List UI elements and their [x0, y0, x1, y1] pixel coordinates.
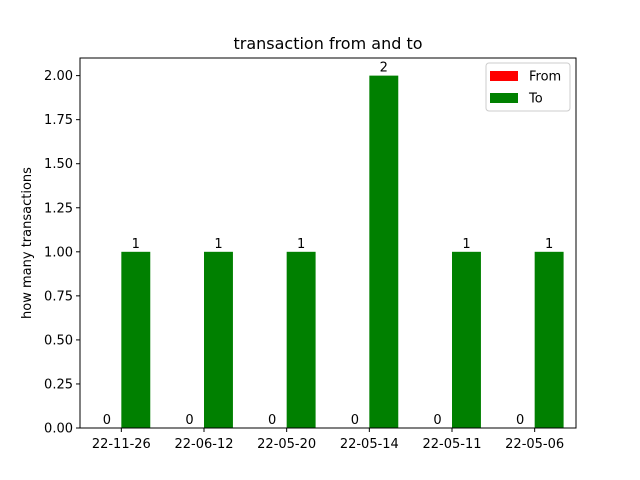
bar-to-22-05-14 — [369, 75, 399, 428]
y-axis-label: how many transactions — [20, 167, 35, 319]
x-tick-label: 22-05-14 — [340, 437, 399, 452]
bar-value-label: 0 — [268, 413, 276, 428]
y-tick-label: 1.00 — [44, 245, 73, 260]
x-tick-label: 22-11-26 — [92, 437, 151, 452]
y-tick-label: 0.50 — [44, 333, 73, 348]
y-tick-label: 1.50 — [44, 157, 73, 172]
bar-value-label: 0 — [185, 413, 193, 428]
y-tick-label: 1.75 — [44, 113, 73, 128]
bar-value-label: 2 — [380, 61, 388, 76]
bar-value-label: 1 — [462, 237, 470, 252]
bar-to-22-05-06 — [534, 251, 564, 428]
y-tick-label: 1.25 — [44, 201, 73, 216]
bar-value-label: 1 — [214, 237, 222, 252]
axis-ticks: 0.00 0.25 0.50 0.75 1.00 1.25 1.50 1.75 2.00 22-1… — [44, 69, 564, 452]
y-tick-label: 0.75 — [44, 289, 73, 304]
bar-value-label: 1 — [132, 237, 140, 252]
bar-to-22-05-11 — [452, 251, 481, 428]
bars: 0 1 0 1 0 1 0 2 0 1 0 1 — [103, 61, 564, 428]
bar-value-label: 0 — [433, 413, 441, 428]
legend-label-from: From — [529, 70, 561, 85]
bar-to-22-11-26 — [121, 251, 151, 428]
legend-label-to: To — [528, 92, 543, 107]
x-tick-label: 22-05-20 — [257, 437, 316, 452]
x-tick-label: 22-05-06 — [505, 437, 564, 452]
legend-swatch-to — [490, 93, 518, 103]
bar-value-label: 1 — [297, 237, 305, 252]
plot-frame — [79, 57, 577, 429]
x-tick-label: 22-05-11 — [422, 437, 481, 452]
bar-value-label: 0 — [351, 413, 359, 428]
legend: From To — [485, 62, 571, 112]
y-tick-label: 0.00 — [44, 422, 73, 437]
y-tick-label: 2.00 — [44, 69, 73, 84]
bar-to-22-05-20 — [286, 251, 316, 428]
bar-to-22-06-12 — [204, 251, 233, 428]
legend-swatch-from — [490, 71, 518, 81]
bar-value-label: 1 — [545, 237, 553, 252]
y-tick-label: 0.25 — [44, 377, 73, 392]
chart-title: transaction from and to — [233, 34, 422, 53]
bar-value-label: 0 — [103, 413, 111, 428]
x-tick-label: 22-06-12 — [174, 437, 233, 452]
bar-value-label: 0 — [516, 413, 524, 428]
